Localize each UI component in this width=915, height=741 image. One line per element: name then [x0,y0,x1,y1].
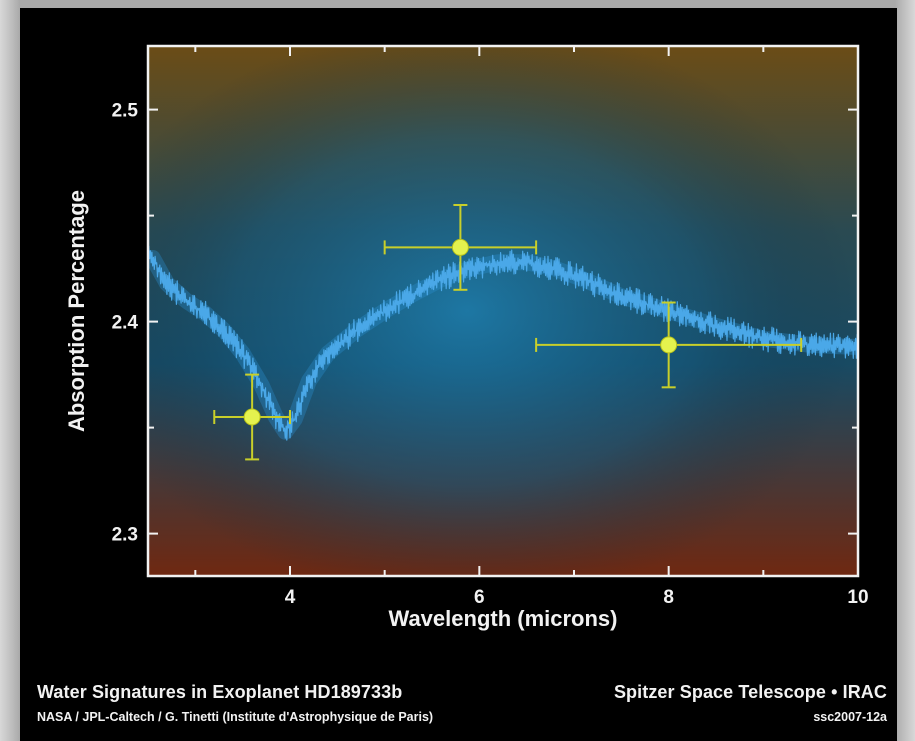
x-tick-label: 6 [474,587,485,608]
caption-id: ssc2007-12a [813,710,887,724]
caption-title: Water Signatures in Exoplanet HD189733b [37,682,403,702]
y-tick-label: 2.5 [112,101,139,122]
model-spectrum [148,245,858,441]
model-spectrum-line [148,245,858,441]
caption-instrument: Spitzer Space Telescope • IRAC [613,682,887,702]
plot-frame [146,44,860,578]
axis-ticks: 4 6 8 10 2.3 2.4 2.5 [112,46,869,608]
y-axis-label: Absorption Percentage [64,190,89,432]
y-tick-label: 2.3 [112,525,138,546]
data-points [243,238,678,426]
data-point-1 [243,408,261,426]
x-tick-label: 8 [663,587,674,608]
x-tick-label: 10 [847,587,868,608]
figure-panel: 4 6 8 10 2.3 2.4 2.5 Wavelength (microns) Abso… [20,8,897,741]
y-tick-label: 2.4 [112,313,139,334]
data-point-3 [660,336,678,354]
chart: 4 6 8 10 2.3 2.4 2.5 Wavelength (microns) Abso… [64,44,869,631]
caption-credit: NASA / JPL-Caltech / G. Tinetti (Institu… [37,710,434,724]
plot-background [148,46,858,576]
data-point-2 [451,238,469,256]
x-axis-label: Wavelength (microns) [389,606,618,631]
x-tick-label: 4 [285,587,296,608]
